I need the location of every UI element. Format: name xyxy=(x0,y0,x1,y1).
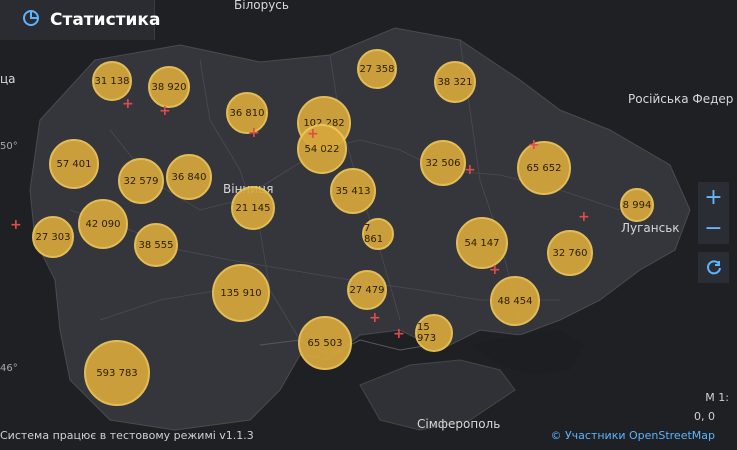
region-bubble[interactable]: 36 810 xyxy=(226,92,268,134)
page-title: Статистика xyxy=(50,10,161,30)
region-bubble[interactable]: 31 138 xyxy=(92,61,132,101)
label-lat-50: 50° xyxy=(0,141,18,152)
region-bubble[interactable]: 65 503 xyxy=(298,316,352,370)
region-bubble[interactable]: 27 358 xyxy=(357,49,397,89)
region-bubble[interactable]: 54 147 xyxy=(456,217,508,269)
scale-line2: 0, 0 xyxy=(694,410,715,423)
label-simferopol: Сімферополь xyxy=(417,417,501,431)
region-bubble[interactable]: 42 090 xyxy=(78,199,128,249)
region-bubble[interactable]: 36 840 xyxy=(166,154,212,200)
region-bubble[interactable]: 38 920 xyxy=(148,66,190,108)
hospital-cross-icon[interactable]: + xyxy=(528,137,540,153)
hospital-cross-icon[interactable]: + xyxy=(489,262,501,278)
azov-sea xyxy=(470,330,585,375)
region-bubble[interactable]: 593 783 xyxy=(84,340,150,406)
region-bubble[interactable]: 135 910 xyxy=(212,264,270,322)
region-bubble[interactable]: 32 579 xyxy=(118,158,164,204)
label-luhansk: Луганськ xyxy=(621,221,680,235)
stats-panel-header[interactable]: Статистика xyxy=(0,0,160,40)
status-text: Система працює в тестовому режимі v1.1.3 xyxy=(0,429,254,442)
refresh-button[interactable] xyxy=(698,252,729,283)
hospital-cross-icon[interactable]: + xyxy=(10,217,22,233)
region-bubble[interactable]: 15 973 xyxy=(415,314,453,352)
region-bubble[interactable]: 57 401 xyxy=(49,139,99,189)
hospital-cross-icon[interactable]: + xyxy=(307,126,319,142)
hospital-cross-icon[interactable]: + xyxy=(578,209,590,225)
region-bubble[interactable]: 32 506 xyxy=(420,140,466,186)
region-bubble[interactable]: 32 760 xyxy=(547,230,593,276)
hospital-cross-icon[interactable]: + xyxy=(369,310,381,326)
region-bubble[interactable]: 48 454 xyxy=(490,276,540,326)
region-bubble[interactable]: 38 555 xyxy=(134,223,178,267)
label-lat-46: 46° xyxy=(0,363,18,374)
refresh-icon xyxy=(706,259,721,274)
region-bubble[interactable]: 38 321 xyxy=(434,61,476,103)
hospital-cross-icon[interactable]: + xyxy=(248,125,260,141)
osm-attribution-link[interactable]: © Участники OpenStreetMap xyxy=(550,429,715,442)
region-bubble[interactable]: 21 145 xyxy=(231,186,275,230)
hospital-cross-icon[interactable]: + xyxy=(393,326,405,342)
zoom-in-button[interactable]: + xyxy=(698,182,729,213)
region-bubble[interactable]: 65 652 xyxy=(517,141,571,195)
region-bubble[interactable]: 7 861 xyxy=(362,218,394,250)
pie-chart-icon xyxy=(22,9,40,31)
label-russia: Російська Федер xyxy=(628,92,734,106)
hospital-cross-icon[interactable]: + xyxy=(464,162,476,178)
label-belarus: Білорусь xyxy=(234,0,289,12)
label-edge-left: ца xyxy=(0,72,16,86)
region-bubble[interactable]: 27 479 xyxy=(347,270,387,310)
crimea-area xyxy=(359,359,516,431)
zoom-out-button[interactable]: − xyxy=(698,213,729,244)
scale-line1: М 1: xyxy=(705,391,729,404)
hospital-cross-icon[interactable]: + xyxy=(122,96,134,112)
region-bubble[interactable]: 27 303 xyxy=(32,216,74,258)
region-bubble[interactable]: 54 022 xyxy=(297,124,347,174)
region-bubble[interactable]: 8 994 xyxy=(620,188,654,222)
region-bubble[interactable]: 35 413 xyxy=(330,168,376,214)
hospital-cross-icon[interactable]: + xyxy=(159,103,171,119)
